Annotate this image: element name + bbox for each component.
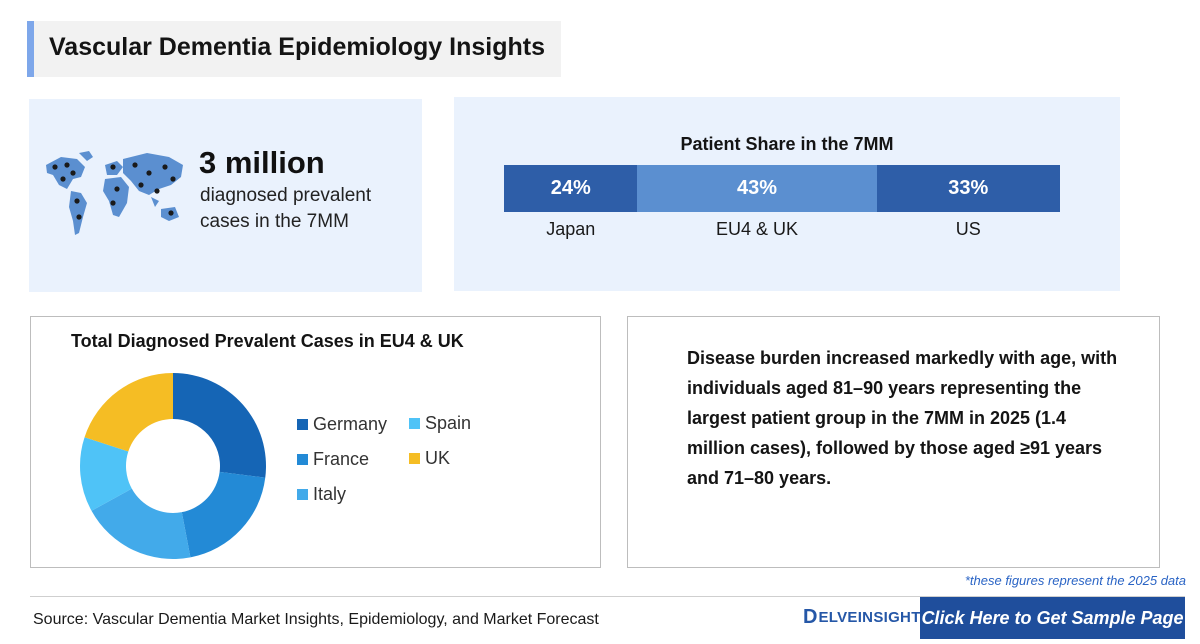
donut-slice-italy bbox=[91, 488, 191, 559]
donut-slice-uk bbox=[84, 373, 173, 452]
share-value-us: 33% bbox=[948, 177, 989, 199]
share-label-us: US bbox=[955, 219, 981, 239]
legend-label-italy: Italy bbox=[313, 484, 347, 504]
source-text: Source: Vascular Dementia Market Insight… bbox=[33, 611, 599, 628]
patient-share-title: Patient Share in the 7MM bbox=[680, 134, 894, 154]
legend-label-uk: UK bbox=[425, 448, 451, 468]
share-segment-us: 33% bbox=[876, 165, 1060, 212]
insight-text: Disease burden increased markedly with a… bbox=[687, 348, 1118, 488]
prevalent-cases-value: 3 million bbox=[199, 145, 325, 180]
logo-mark: D bbox=[803, 606, 818, 628]
prevalent-cases-description: diagnosed prevalent cases in the 7MM bbox=[200, 185, 372, 232]
title-bar: Vascular Dementia Epidemiology Insights bbox=[27, 21, 561, 77]
share-segment-japan: 24% bbox=[504, 165, 638, 212]
share-label-japan: Japan bbox=[546, 219, 596, 239]
donut-slice-spain bbox=[80, 437, 132, 511]
legend-swatch-spain bbox=[409, 418, 420, 429]
get-sample-page-button[interactable]: Click Here to Get Sample Page bbox=[920, 597, 1185, 639]
delveinsight-logo[interactable]: D ELVEINSIGHT bbox=[803, 606, 921, 629]
legend-item-france: France bbox=[297, 449, 369, 470]
donut-card: Total Diagnosed Prevalent Cases in EU4 &… bbox=[30, 316, 601, 568]
patient-share-bar: 24% 43% 33% bbox=[504, 165, 1060, 212]
share-value-japan: 24% bbox=[550, 177, 591, 199]
legend-swatch-uk bbox=[409, 453, 420, 464]
footnote: *these figures represent the 2025 data bbox=[964, 573, 1186, 588]
legend-swatch-italy bbox=[297, 489, 308, 500]
logo-text: ELVEINSIGHT bbox=[818, 609, 921, 626]
stat-card: 3 million diagnosed prevalent cases in t… bbox=[29, 99, 422, 292]
patient-share-labels: Japan EU4 & UK US bbox=[504, 219, 1060, 243]
share-value-eu4-uk: 43% bbox=[736, 177, 777, 199]
donut-slice-germany bbox=[173, 373, 266, 478]
legend-item-uk: UK bbox=[409, 448, 450, 469]
legend-swatch-france bbox=[297, 454, 308, 465]
legend-item-spain: Spain bbox=[409, 413, 471, 434]
legend-label-germany: Germany bbox=[313, 414, 388, 434]
donut-chart bbox=[80, 373, 266, 559]
footer-divider bbox=[30, 596, 1185, 597]
legend-item-germany: Germany bbox=[297, 414, 387, 435]
patient-share-card: Patient Share in the 7MM 24% 43% 33% Jap… bbox=[454, 97, 1120, 291]
insight-card: Disease burden increased markedly with a… bbox=[627, 316, 1160, 568]
share-segment-eu4-uk: 43% bbox=[637, 165, 877, 212]
donut-slice-france bbox=[181, 471, 266, 558]
legend-item-italy: Italy bbox=[297, 484, 346, 505]
share-label-eu4-uk: EU4 & UK bbox=[715, 219, 798, 239]
world-map-icon bbox=[46, 151, 183, 235]
legend-label-spain: Spain bbox=[425, 413, 472, 433]
donut-title: Total Diagnosed Prevalent Cases in EU4 &… bbox=[71, 331, 464, 351]
page-title: Vascular Dementia Epidemiology Insights bbox=[49, 33, 545, 61]
legend-swatch-germany bbox=[297, 419, 308, 430]
legend-label-france: France bbox=[313, 449, 370, 469]
